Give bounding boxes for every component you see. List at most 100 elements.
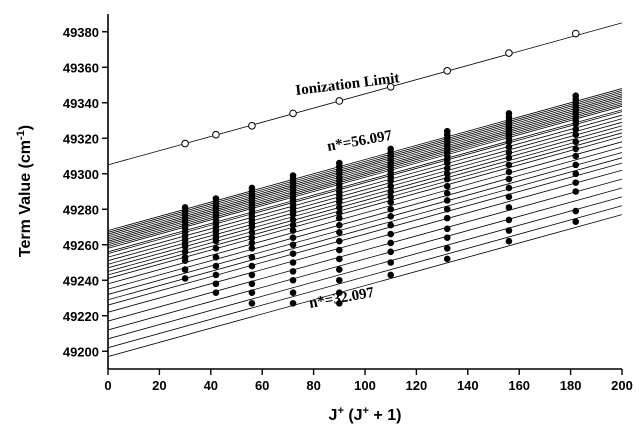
series-line-20 xyxy=(108,109,622,253)
data-point xyxy=(505,110,513,117)
data-point xyxy=(387,182,395,190)
data-point xyxy=(387,188,395,195)
series-line-30 xyxy=(108,89,622,233)
data-points-layer xyxy=(181,29,580,307)
data-point xyxy=(212,262,220,270)
x-tick-label: 200 xyxy=(611,378,633,393)
data-point xyxy=(572,207,580,215)
data-point xyxy=(572,152,580,160)
data-point xyxy=(289,259,297,266)
tick-labels-layer: 0 20 40 60 80 100 120 140 160 180 200 49200 49220 492… xyxy=(63,25,633,393)
data-point xyxy=(248,262,256,270)
x-tick-label: 80 xyxy=(306,378,320,393)
series-lines-layer xyxy=(108,22,622,357)
data-point xyxy=(289,276,297,284)
data-point xyxy=(212,280,220,288)
data-point xyxy=(181,253,189,261)
series-line-29 xyxy=(108,91,622,235)
ionization-point xyxy=(335,97,344,105)
data-point xyxy=(289,250,297,257)
n-min-label: n*=32.097 xyxy=(308,285,376,312)
data-point xyxy=(443,175,451,183)
ionization-point xyxy=(289,109,297,118)
series-line-11 xyxy=(108,141,622,285)
data-point xyxy=(289,241,297,249)
series-line-25 xyxy=(108,98,622,242)
data-point xyxy=(443,170,451,178)
data-point xyxy=(248,271,256,279)
ionization-point xyxy=(505,49,513,57)
data-point xyxy=(505,161,513,169)
data-point xyxy=(387,239,395,247)
data-point xyxy=(289,300,297,307)
data-point xyxy=(443,255,451,263)
data-point xyxy=(505,227,513,234)
x-tick-label: 120 xyxy=(406,378,428,393)
data-point xyxy=(336,276,343,284)
x-axis-title: J+ (J+ + 1) xyxy=(329,405,402,424)
data-point xyxy=(505,193,513,201)
data-point xyxy=(212,245,220,252)
ionization-point xyxy=(212,130,220,139)
series-line-10 xyxy=(108,146,622,290)
series-line-8 xyxy=(108,157,622,301)
data-point xyxy=(443,214,451,222)
data-point xyxy=(248,229,256,236)
data-point xyxy=(289,268,297,275)
data-point xyxy=(572,179,580,186)
data-point xyxy=(387,221,395,229)
data-point xyxy=(572,161,580,169)
series-line-1 xyxy=(108,214,622,357)
data-point xyxy=(443,205,451,213)
series-line-17 xyxy=(108,118,622,262)
data-point xyxy=(336,209,343,217)
series-line-12 xyxy=(108,136,622,279)
ionization-point xyxy=(571,29,580,38)
data-point xyxy=(572,131,580,138)
data-point xyxy=(443,189,451,197)
data-point xyxy=(212,253,220,261)
data-point xyxy=(387,271,395,279)
data-point xyxy=(387,205,395,213)
y-tick-label: 49320 xyxy=(63,131,99,146)
data-point xyxy=(572,145,580,153)
series-line-31 xyxy=(108,88,622,231)
series-line-22 xyxy=(108,104,622,247)
y-tick-label: 49360 xyxy=(63,60,99,75)
data-point xyxy=(248,234,256,241)
ionization-limit-line xyxy=(108,22,622,166)
ionization-point xyxy=(443,67,452,75)
data-point xyxy=(248,253,256,261)
data-point xyxy=(443,127,451,135)
data-point xyxy=(248,280,256,288)
data-point xyxy=(336,289,343,296)
data-point xyxy=(289,227,297,234)
data-point xyxy=(336,237,343,245)
data-point xyxy=(572,138,580,146)
data-point xyxy=(443,225,451,233)
data-point xyxy=(181,204,189,211)
data-point xyxy=(505,143,513,151)
y-axis-title: Term Value (cm-1) xyxy=(15,125,34,257)
series-line-26 xyxy=(108,97,622,240)
series-line-16 xyxy=(108,121,622,265)
x-tick-label: 180 xyxy=(560,378,582,393)
data-point xyxy=(289,289,297,296)
data-point xyxy=(387,259,395,266)
data-point xyxy=(387,198,395,206)
series-line-3 xyxy=(108,196,622,340)
data-point xyxy=(505,237,513,245)
data-point xyxy=(572,218,580,225)
ionization-limit-label: Ionization Limit xyxy=(295,70,401,99)
data-point xyxy=(336,229,343,236)
series-line-19 xyxy=(108,111,622,255)
data-point xyxy=(289,221,297,229)
series-line-13 xyxy=(108,132,622,276)
y-tick-label: 49300 xyxy=(63,167,99,182)
data-point xyxy=(387,193,395,201)
data-point xyxy=(505,184,513,192)
data-point xyxy=(336,300,343,307)
data-point xyxy=(443,245,451,252)
data-point xyxy=(505,175,513,183)
series-line-24 xyxy=(108,100,622,244)
